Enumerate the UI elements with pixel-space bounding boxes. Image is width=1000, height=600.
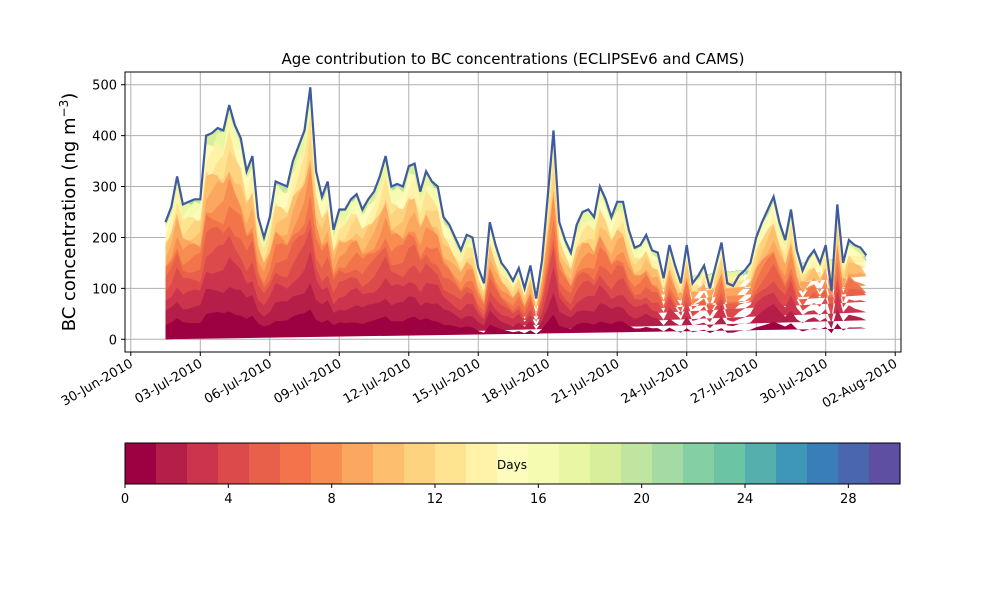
y-tick-label: 200 <box>92 231 117 246</box>
colorbar-segment <box>373 443 405 484</box>
colorbar-tick-label: 12 <box>427 492 444 507</box>
colorbar-segment <box>621 443 653 484</box>
colorbar-segment <box>404 443 436 484</box>
colorbar-tick-label: 20 <box>633 492 650 507</box>
colorbar-segment <box>528 443 560 484</box>
colorbar-segment <box>652 443 684 484</box>
colorbar-segment <box>497 443 529 484</box>
colorbar-segment <box>435 443 467 484</box>
x-tick-label: 09-Jul-2010 <box>271 356 344 407</box>
x-axis-ticks: 30-Jun-201003-Jul-201006-Jul-201009-Jul-… <box>59 352 900 412</box>
colorbar-segment <box>745 443 777 484</box>
colorbar-segment <box>187 443 219 484</box>
total-outline <box>164 87 868 299</box>
colorbar-segment <box>776 443 808 484</box>
colorbar-label: Days <box>497 458 527 472</box>
y-axis-label-main: BC concentration (ng m <box>59 117 80 331</box>
plot-frame <box>124 71 902 353</box>
colorbar-tick-label: 8 <box>328 492 336 507</box>
colorbar-segment <box>559 443 591 484</box>
colorbar-ticks: 0 4 8 12 16 20 24 28 <box>121 484 857 507</box>
x-tick-label: 12-Jul-2010 <box>341 356 414 407</box>
colorbar-segment <box>590 443 622 484</box>
colorbar-segment <box>342 443 374 484</box>
colorbar-frame <box>124 442 901 485</box>
y-axis-ticks: 0 100 200 300 400 500 <box>92 79 125 348</box>
total-line <box>164 87 868 299</box>
y-axis-label-sup: −3 <box>57 100 71 118</box>
colorbar-segment <box>125 443 157 484</box>
colorbar-segment <box>156 443 188 484</box>
colorbar-segment <box>280 443 312 484</box>
y-tick-label: 0 <box>109 333 117 348</box>
y-axis-label: BC concentration (ng m−3) <box>57 93 80 332</box>
x-tick-label: 30-Jun-2010 <box>59 356 136 409</box>
colorbar-segment <box>869 443 901 484</box>
x-tick-label: 15-Jul-2010 <box>410 356 483 407</box>
x-tick-label: 18-Jul-2010 <box>480 356 553 407</box>
colorbar-tick-label: 0 <box>121 492 129 507</box>
y-tick-label: 400 <box>92 130 117 145</box>
chart-title: Age contribution to BC concentrations (E… <box>282 50 745 68</box>
colorbar-segment <box>249 443 281 484</box>
colorbar-segment <box>466 443 498 484</box>
y-tick-label: 100 <box>92 282 117 297</box>
x-tick-label: 21-Jul-2010 <box>549 356 622 407</box>
age-band-0 <box>165 309 867 340</box>
colorbar-segment <box>683 443 715 484</box>
y-axis-label-close: ) <box>59 93 80 100</box>
colorbar-tick-label: 28 <box>840 492 857 507</box>
x-tick-label: 27-Jul-2010 <box>688 356 761 407</box>
colorbar-tick-label: 16 <box>530 492 547 507</box>
colorbar-segment <box>807 443 839 484</box>
colorbar-segment <box>714 443 746 484</box>
colorbar <box>124 442 901 485</box>
x-tick-label: 03-Jul-2010 <box>132 356 205 407</box>
colorbar-segment <box>218 443 250 484</box>
colorbar-tick-label: 4 <box>224 492 232 507</box>
x-tick-label: 24-Jul-2010 <box>619 356 692 407</box>
x-tick-label: 02-Aug-2010 <box>820 356 900 411</box>
y-tick-label: 500 <box>92 79 117 94</box>
colorbar-segment <box>838 443 870 484</box>
colorbar-segment <box>311 443 343 484</box>
y-tick-label: 300 <box>92 181 117 196</box>
x-tick-label: 06-Jul-2010 <box>202 356 275 407</box>
colorbar-tick-label: 24 <box>737 492 754 507</box>
